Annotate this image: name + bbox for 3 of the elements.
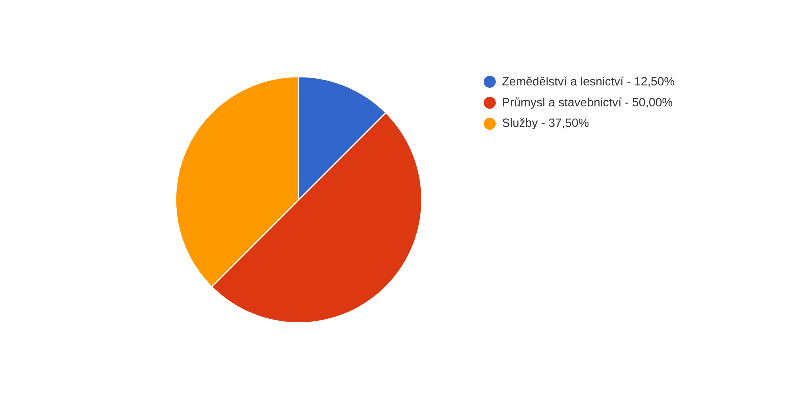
legend-label: Služby - 37,50% xyxy=(502,118,589,130)
legend-label: Zemědělství a lesnictví - 12,50% xyxy=(502,76,675,88)
legend-label: Průmysl a stavebnictví - 50,00% xyxy=(503,96,673,110)
